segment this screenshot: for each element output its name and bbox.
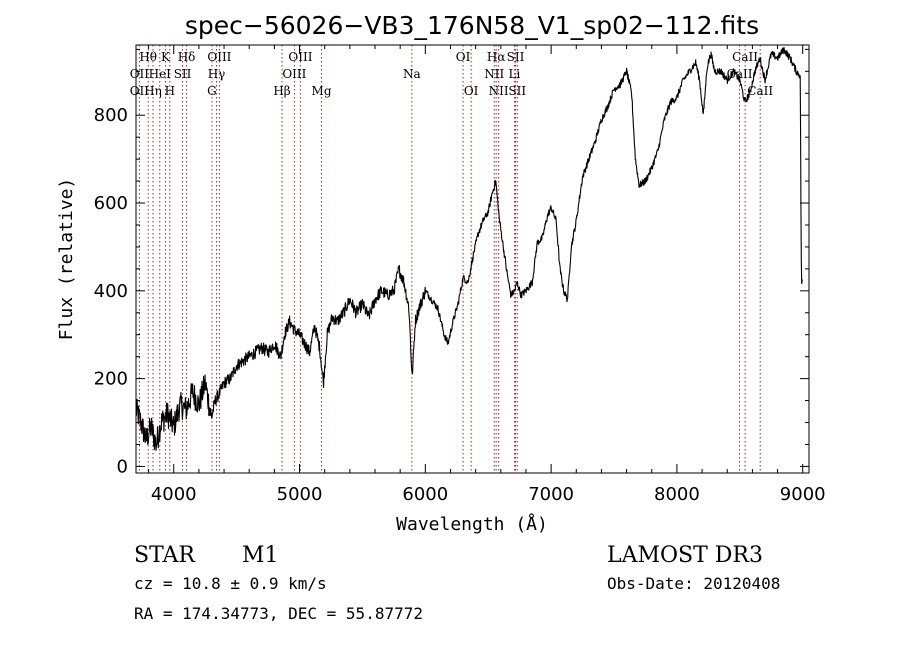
line-label-19: Hη — [144, 84, 162, 98]
line-label-13: OIII — [282, 67, 306, 81]
plot-frame — [135, 44, 810, 474]
line-label-10: HeI — [149, 67, 172, 81]
line-label-2: Hδ — [178, 50, 196, 64]
line-label-26: SII — [508, 84, 526, 98]
spectrum-line — [135, 46, 804, 452]
line-label-7: SII — [507, 50, 525, 64]
line-label-20: H — [165, 84, 175, 98]
coordinates-text: RA = 174.34773, DEC = 55.87772 — [134, 604, 423, 623]
x-tick-label-2: 6000 — [402, 484, 448, 505]
object-subclass: M1 — [242, 543, 279, 568]
y-tick-label-2: 400 — [94, 281, 128, 302]
y-tick-label-4: 800 — [94, 105, 128, 126]
line-label-25: NII — [489, 84, 509, 98]
line-label-5: OI — [456, 50, 471, 64]
line-label-14: Na — [403, 67, 421, 81]
y-tick-label-3: 600 — [94, 193, 128, 214]
redshift-text: cz = 10.8 ± 0.9 km/s — [134, 574, 327, 593]
line-label-16: Li — [508, 67, 520, 81]
line-label-24: OI — [464, 84, 479, 98]
x-tick-label-5: 9000 — [780, 484, 826, 505]
y-axis-label: Flux (relative) — [56, 178, 77, 341]
y-tick-label-1: 200 — [94, 369, 128, 390]
line-label-0: Hθ — [139, 50, 157, 64]
line-label-27: CaII — [747, 84, 773, 98]
line-label-23: Mg — [312, 84, 332, 98]
survey-name: LAMOST DR3 — [607, 543, 763, 568]
line-label-9: OII — [130, 67, 150, 81]
line-label-21: G — [207, 84, 217, 98]
x-tick-label-0: 4000 — [151, 484, 197, 505]
line-label-4: OIII — [288, 50, 312, 64]
obs-date-text: Obs-Date: 20120408 — [607, 574, 780, 593]
x-axis-label: Wavelength (Å) — [396, 513, 548, 535]
y-tick-label-0: 0 — [117, 456, 128, 477]
line-label-22: Hβ — [273, 84, 290, 98]
line-label-18: OII — [130, 84, 150, 98]
line-label-15: NII — [484, 67, 504, 81]
axis-ticks — [136, 45, 809, 473]
axis-tick-labels: 4000 5000 6000 7000 8000 9000 0 200 400 600 800 — [94, 105, 826, 505]
line-label-3: OIII — [207, 50, 231, 64]
line-label-6: Hα — [487, 50, 506, 64]
x-tick-label-4: 8000 — [654, 484, 700, 505]
line-label-1: K — [161, 50, 171, 64]
chart-title: spec−56026−VB3_176N58_V1_sp02−112.fits — [185, 11, 759, 40]
line-label-11: SII — [174, 67, 192, 81]
line-label-12: Hγ — [208, 67, 226, 81]
line-label-8: CaII — [732, 50, 758, 64]
x-tick-label-1: 5000 — [277, 484, 323, 505]
object-class: STAR — [134, 543, 196, 568]
x-tick-label-3: 7000 — [528, 484, 574, 505]
